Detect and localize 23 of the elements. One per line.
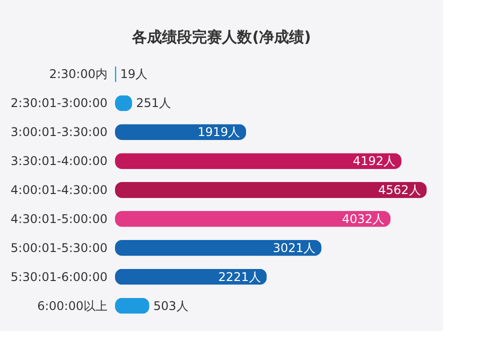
y-tick-label: 2:30:00内: [49, 67, 108, 82]
y-tick-label: 4:30:01-5:00:00: [10, 212, 108, 226]
y-tick-label: 5:30:01-6:00:00: [10, 270, 108, 284]
bar: [115, 153, 402, 170]
bar: [115, 182, 427, 198]
y-tick-label: 6:00:00以上: [37, 298, 108, 313]
data-label: 4192人: [352, 154, 396, 168]
y-tick-label: 2:30:01-3:00:00: [10, 96, 108, 110]
y-tick-label: 4:00:01-4:30:00: [10, 183, 108, 197]
y-tick-label: 3:00:01-3:30:00: [10, 125, 108, 140]
data-label: 251人: [136, 96, 172, 110]
data-label: 4562人: [378, 183, 421, 197]
data-label: 19人: [120, 67, 148, 82]
data-label: 503人: [153, 298, 188, 313]
data-label: 4032人: [342, 212, 385, 226]
y-tick-label: 5:00:01-5:30:00: [10, 240, 108, 255]
data-label: 1919人: [198, 125, 240, 140]
data-label: 2221人: [218, 270, 261, 284]
y-tick-label: 3:30:01-4:00:00: [10, 154, 108, 168]
chart-title: 各成绩段完赛人数(净成绩): [131, 28, 311, 46]
data-label: 3021人: [272, 240, 316, 255]
bar: [115, 240, 322, 256]
bar: [115, 210, 391, 227]
